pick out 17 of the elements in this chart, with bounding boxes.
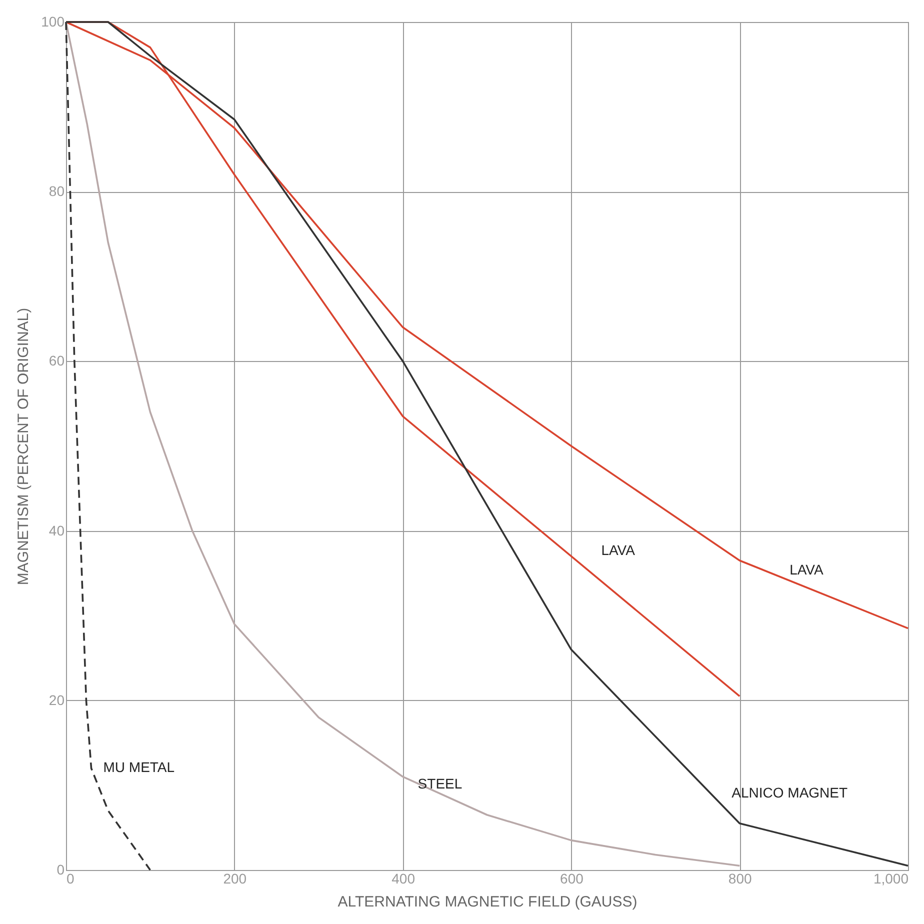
series-label: LAVA xyxy=(601,542,636,558)
series-label: MU METAL xyxy=(103,759,175,776)
y-axis-title: MAGNETISM (PERCENT OF ORIGINAL) xyxy=(15,308,32,586)
series-label: LAVA xyxy=(790,561,824,578)
x-tick-label: 800 xyxy=(728,870,752,886)
x-axis-title: ALTERNATING MAGNETIC FIELD (GAUSS) xyxy=(338,894,638,910)
x-tick-label: 600 xyxy=(560,870,584,886)
y-tick-label: 60 xyxy=(48,352,65,369)
series-label: STEEL xyxy=(418,776,462,792)
x-tick-label: 400 xyxy=(392,870,416,886)
y-tick-label: 100 xyxy=(41,14,65,30)
x-tick-label: 1,000 xyxy=(873,870,909,886)
y-tick-label: 80 xyxy=(48,183,65,200)
x-tick-label: 200 xyxy=(223,870,247,886)
y-tick-label: 40 xyxy=(48,522,65,538)
y-tick-label: 20 xyxy=(48,692,65,708)
series-label: ALNICO MAGNET xyxy=(732,784,848,800)
